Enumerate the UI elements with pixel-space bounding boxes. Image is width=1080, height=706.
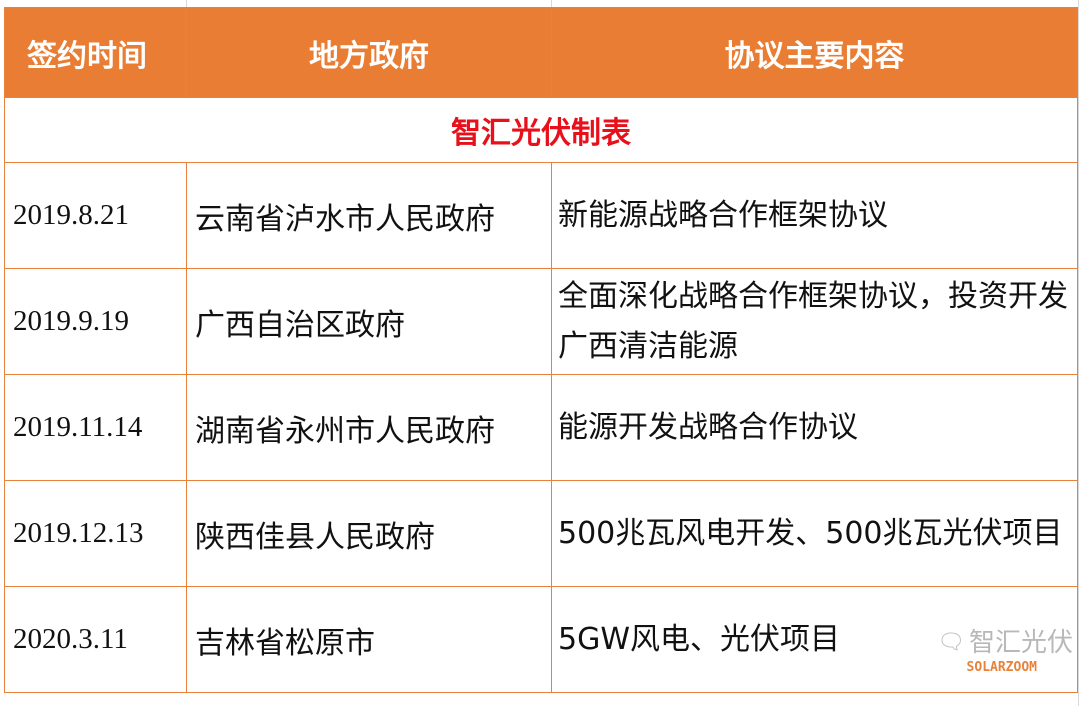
watermark-top: 🗨 智汇光伏: [937, 628, 1073, 658]
wechat-icon: 🗨: [937, 630, 965, 655]
title-row: 智汇光伏制表: [4, 97, 1078, 163]
header-row: 签约时间 地方政府 协议主要内容: [4, 7, 1078, 98]
watermark: 🗨 智汇光伏 SOLARZOOM: [893, 628, 1073, 676]
agreements-table: 签约时间 地方政府 协议主要内容 智汇光伏制表 2019.8.21 云南省泸水市…: [4, 7, 1078, 693]
cell-date: 2019.11.14: [4, 374, 187, 481]
table-row: 2019.8.21 云南省泸水市人民政府 新能源战略合作框架协议: [4, 162, 1078, 269]
cell-date: 2019.8.21: [4, 162, 187, 269]
gridline: [1078, 0, 1079, 706]
table-row: 2020.3.11 吉林省松原市 5GW风电、光伏项目: [4, 586, 1078, 693]
watermark-brand: SOLARZOOM: [966, 660, 1037, 675]
cell-government: 吉林省松原市: [186, 586, 552, 693]
cell-government: 广西自治区政府: [186, 268, 552, 375]
cell-date: 2019.12.13: [4, 480, 187, 587]
cell-content: 能源开发战略合作协议: [551, 374, 1078, 481]
cell-content: 5GW风电、光伏项目: [551, 586, 1078, 693]
cell-government: 陕西佳县人民政府: [186, 480, 552, 587]
cell-content: 新能源战略合作框架协议: [551, 162, 1078, 269]
header-content: 协议主要内容: [551, 7, 1078, 98]
header-date: 签约时间: [4, 7, 187, 98]
table-row: 2019.12.13 陕西佳县人民政府 500兆瓦风电开发、500兆瓦光伏项目: [4, 480, 1078, 587]
cell-government: 湖南省永州市人民政府: [186, 374, 552, 481]
table-row: 2019.9.19 广西自治区政府 全面深化战略合作框架协议，投资开发广西清洁能…: [4, 268, 1078, 375]
gridline: [551, 0, 552, 7]
table-row: 2019.11.14 湖南省永州市人民政府 能源开发战略合作协议: [4, 374, 1078, 481]
cell-date: 2020.3.11: [4, 586, 187, 693]
cell-date: 2019.9.19: [4, 268, 187, 375]
watermark-name: 智汇光伏: [968, 628, 1073, 658]
gridline: [186, 0, 187, 7]
header-government: 地方政府: [186, 7, 552, 98]
cell-content: 500兆瓦风电开发、500兆瓦光伏项目: [551, 480, 1078, 587]
table-title: 智汇光伏制表: [4, 97, 1078, 163]
cell-content: 全面深化战略合作框架协议，投资开发广西清洁能源: [551, 268, 1078, 375]
cell-government: 云南省泸水市人民政府: [186, 162, 552, 269]
